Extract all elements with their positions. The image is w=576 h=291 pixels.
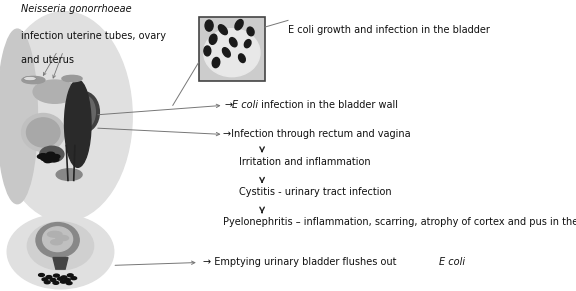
Ellipse shape bbox=[33, 80, 76, 103]
Ellipse shape bbox=[43, 227, 73, 251]
Ellipse shape bbox=[218, 25, 228, 35]
Circle shape bbox=[44, 281, 50, 284]
Text: E coli growth and infection in the bladder: E coli growth and infection in the bladd… bbox=[288, 25, 490, 35]
Circle shape bbox=[46, 276, 52, 278]
Circle shape bbox=[37, 155, 46, 159]
Text: infection uterine tubes, ovary: infection uterine tubes, ovary bbox=[21, 31, 166, 40]
Ellipse shape bbox=[205, 20, 213, 31]
Text: E coli: E coli bbox=[439, 258, 465, 267]
Ellipse shape bbox=[56, 169, 82, 180]
Text: infection in the bladder wall: infection in the bladder wall bbox=[258, 100, 398, 110]
Ellipse shape bbox=[247, 27, 254, 36]
Ellipse shape bbox=[62, 75, 82, 82]
Ellipse shape bbox=[21, 113, 65, 151]
Ellipse shape bbox=[67, 92, 99, 132]
Circle shape bbox=[39, 154, 47, 158]
Circle shape bbox=[58, 277, 63, 280]
Ellipse shape bbox=[0, 29, 37, 204]
Text: →: → bbox=[225, 100, 236, 110]
Circle shape bbox=[47, 152, 55, 156]
Polygon shape bbox=[53, 258, 68, 269]
Circle shape bbox=[39, 274, 44, 276]
Ellipse shape bbox=[26, 118, 60, 147]
Ellipse shape bbox=[51, 239, 62, 245]
Text: Irritation and inflammation: Irritation and inflammation bbox=[239, 157, 371, 167]
Ellipse shape bbox=[56, 235, 69, 241]
Text: →Infection through rectum and vagina: →Infection through rectum and vagina bbox=[223, 129, 411, 139]
Circle shape bbox=[48, 156, 56, 160]
Text: → Emptying urinary bladder flushes out: → Emptying urinary bladder flushes out bbox=[203, 258, 399, 267]
Circle shape bbox=[67, 274, 73, 277]
Ellipse shape bbox=[238, 54, 245, 63]
Ellipse shape bbox=[235, 19, 243, 30]
Circle shape bbox=[50, 278, 56, 281]
Ellipse shape bbox=[36, 223, 79, 258]
Circle shape bbox=[65, 278, 70, 281]
Ellipse shape bbox=[27, 222, 93, 270]
Circle shape bbox=[51, 157, 59, 162]
Circle shape bbox=[41, 157, 49, 161]
Ellipse shape bbox=[22, 77, 45, 84]
Ellipse shape bbox=[212, 58, 220, 68]
Ellipse shape bbox=[7, 215, 113, 289]
Text: E coli: E coli bbox=[232, 100, 258, 110]
Ellipse shape bbox=[24, 76, 36, 81]
Ellipse shape bbox=[244, 40, 251, 48]
Ellipse shape bbox=[65, 80, 91, 167]
Ellipse shape bbox=[40, 146, 64, 162]
Ellipse shape bbox=[47, 231, 62, 237]
Ellipse shape bbox=[204, 29, 260, 77]
Ellipse shape bbox=[75, 96, 95, 128]
Ellipse shape bbox=[222, 48, 230, 57]
Circle shape bbox=[53, 281, 59, 284]
Circle shape bbox=[44, 159, 52, 163]
Ellipse shape bbox=[229, 38, 237, 47]
Text: and uterus: and uterus bbox=[21, 55, 74, 65]
Ellipse shape bbox=[0, 12, 132, 221]
Circle shape bbox=[61, 276, 67, 279]
Circle shape bbox=[71, 277, 77, 280]
Circle shape bbox=[60, 280, 66, 283]
Circle shape bbox=[54, 274, 59, 277]
Bar bbox=[199, 17, 265, 81]
Ellipse shape bbox=[209, 34, 217, 44]
Circle shape bbox=[42, 278, 48, 281]
Text: Cystitis - urinary tract infection: Cystitis - urinary tract infection bbox=[239, 187, 392, 197]
Circle shape bbox=[66, 282, 72, 285]
Text: Neisseria gonorrhoeae: Neisseria gonorrhoeae bbox=[21, 4, 132, 14]
Text: Pyelonephritis – inflammation, scarring, atrophy of cortex and pus in the kidney: Pyelonephritis – inflammation, scarring,… bbox=[223, 217, 576, 227]
Circle shape bbox=[52, 155, 60, 159]
Ellipse shape bbox=[204, 46, 211, 56]
Ellipse shape bbox=[41, 150, 57, 161]
